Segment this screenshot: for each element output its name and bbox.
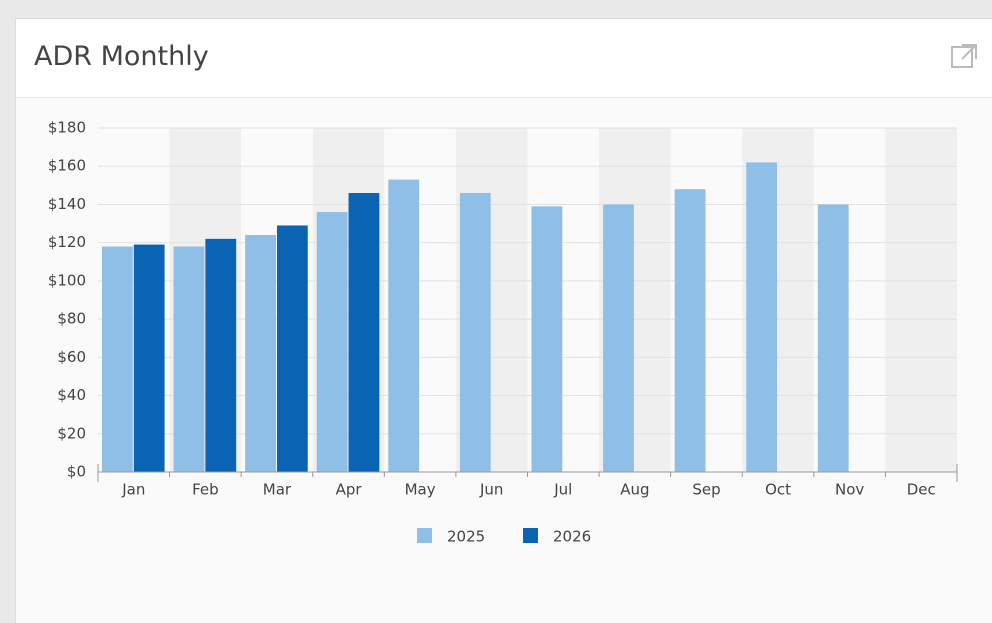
card-title: ADR Monthly xyxy=(34,41,209,72)
bar xyxy=(388,179,420,472)
bar xyxy=(102,246,133,472)
legend-swatch xyxy=(417,528,432,543)
y-tick-label: $40 xyxy=(57,386,86,404)
y-tick-label: $140 xyxy=(48,195,86,213)
y-tick-label: $100 xyxy=(48,271,86,289)
bar xyxy=(276,225,308,472)
y-tick-label: $60 xyxy=(57,348,86,366)
x-tick-label: Dec xyxy=(907,481,936,499)
x-tick-label: Jul xyxy=(553,481,572,499)
x-tick-label: Sep xyxy=(692,481,720,499)
y-tick-label: $180 xyxy=(48,119,86,137)
bar xyxy=(459,192,491,472)
x-tick-label: Nov xyxy=(835,481,864,499)
expand-icon[interactable] xyxy=(950,43,978,71)
x-tick-label: May xyxy=(405,481,436,499)
bar xyxy=(245,235,276,472)
x-tick-label: Feb xyxy=(192,481,219,499)
card-header: ADR Monthly xyxy=(16,19,992,98)
legend-label: 2026 xyxy=(553,528,591,546)
y-tick-label: $0 xyxy=(67,463,86,481)
x-tick-label: Mar xyxy=(263,481,292,499)
y-tick-label: $80 xyxy=(57,310,86,328)
x-tick-label: Jun xyxy=(479,481,503,499)
bar xyxy=(817,204,849,472)
bar xyxy=(173,246,205,472)
bar xyxy=(348,192,380,472)
bar xyxy=(205,238,237,472)
bar xyxy=(746,162,778,472)
y-tick-label: $20 xyxy=(57,424,86,442)
bar xyxy=(531,206,563,472)
y-tick-label: $120 xyxy=(48,233,86,251)
legend-label: 2025 xyxy=(447,528,485,546)
bar xyxy=(603,204,634,472)
band xyxy=(885,128,957,472)
y-tick-label: $160 xyxy=(48,157,86,175)
legend-swatch xyxy=(523,528,538,543)
bar xyxy=(316,212,348,473)
x-tick-label: Apr xyxy=(336,481,363,499)
x-tick-label: Oct xyxy=(765,481,791,499)
bar xyxy=(674,189,706,472)
x-tick-label: Jan xyxy=(121,481,145,499)
bar xyxy=(133,244,165,472)
x-tick-label: Aug xyxy=(620,481,649,499)
